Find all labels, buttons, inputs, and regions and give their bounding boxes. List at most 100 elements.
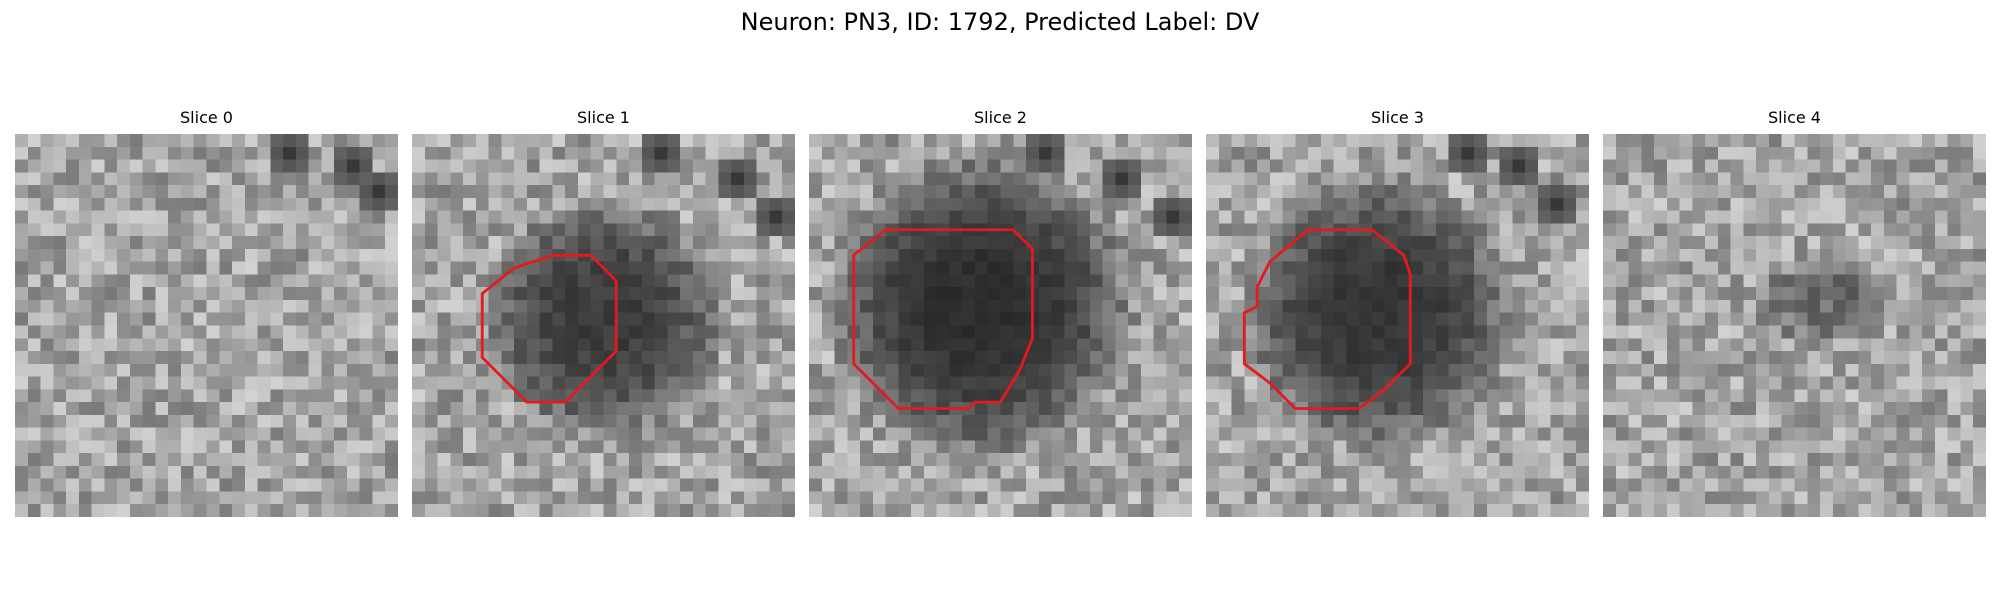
- image-pixel: [1461, 453, 1475, 467]
- image-pixel: [731, 210, 745, 224]
- image-pixel: [1064, 504, 1078, 517]
- image-pixel: [1064, 146, 1078, 160]
- image-pixel: [987, 172, 1001, 186]
- image-pixel: [1179, 223, 1192, 237]
- image-pixel: [526, 402, 540, 416]
- image-pixel: [1832, 351, 1846, 365]
- image-pixel: [1423, 261, 1437, 275]
- image-pixel: [974, 274, 988, 288]
- image-pixel: [1550, 325, 1564, 339]
- image-pixel: [1102, 159, 1116, 173]
- image-pixel: [539, 325, 553, 339]
- image-pixel: [193, 402, 207, 416]
- image-pixel: [1781, 210, 1795, 224]
- image-pixel: [987, 210, 1001, 224]
- image-pixel: [603, 236, 617, 250]
- image-pixel: [501, 197, 515, 211]
- image-pixel: [334, 491, 348, 505]
- image-pixel: [91, 414, 105, 428]
- image-pixel: [78, 299, 92, 313]
- image-pixel: [1563, 376, 1577, 390]
- image-pixel: [987, 504, 1001, 517]
- image-pixel: [1320, 325, 1334, 339]
- image-pixel: [1550, 376, 1564, 390]
- image-pixel: [1679, 389, 1693, 403]
- image-pixel: [1371, 504, 1385, 517]
- image-pixel: [974, 478, 988, 492]
- image-pixel: [1679, 146, 1693, 160]
- image-pixel: [821, 146, 835, 160]
- image-pixel: [641, 453, 655, 467]
- image-pixel: [743, 146, 757, 160]
- image-pixel: [412, 491, 426, 505]
- image-pixel: [743, 312, 757, 326]
- image-pixel: [180, 402, 194, 416]
- image-pixel: [1461, 210, 1475, 224]
- image-pixel: [1499, 248, 1513, 262]
- image-pixel: [257, 351, 271, 365]
- image-pixel: [1166, 325, 1180, 339]
- image-pixel: [308, 338, 322, 352]
- image-pixel: [1089, 414, 1103, 428]
- image-pixel: [1973, 478, 1986, 492]
- image-pixel: [385, 261, 398, 275]
- image-pixel: [1858, 236, 1872, 250]
- image-pixel: [1576, 223, 1589, 237]
- image-pixel: [155, 185, 169, 199]
- image-pixel: [283, 210, 297, 224]
- image-pixel: [1140, 465, 1154, 479]
- image-pixel: [667, 427, 681, 441]
- image-pixel: [911, 414, 925, 428]
- image-pixel: [104, 389, 118, 403]
- image-pixel: [936, 274, 950, 288]
- image-pixel: [1563, 185, 1577, 199]
- image-pixel: [91, 478, 105, 492]
- image-pixel: [680, 414, 694, 428]
- image-pixel: [577, 146, 591, 160]
- image-pixel: [1435, 146, 1449, 160]
- image-pixel: [1257, 478, 1271, 492]
- image-pixel: [552, 287, 566, 301]
- image-pixel: [1038, 210, 1052, 224]
- image-pixel: [1179, 312, 1192, 326]
- image-pixel: [1845, 440, 1859, 454]
- image-pixel: [104, 236, 118, 250]
- image-pixel: [308, 491, 322, 505]
- image-pixel: [1845, 159, 1859, 173]
- image-pixel: [692, 210, 706, 224]
- image-pixel: [244, 223, 258, 237]
- image-pixel: [847, 389, 861, 403]
- image-pixel: [424, 504, 438, 517]
- image-pixel: [1166, 338, 1180, 352]
- image-pixel: [1768, 274, 1782, 288]
- image-pixel: [257, 159, 271, 173]
- image-pixel: [974, 146, 988, 160]
- image-pixel: [1384, 491, 1398, 505]
- image-pixel: [1909, 427, 1923, 441]
- image-pixel: [283, 185, 297, 199]
- image-pixel: [40, 351, 54, 365]
- image-pixel: [66, 248, 80, 262]
- image-pixel: [1550, 274, 1564, 288]
- image-pixel: [526, 440, 540, 454]
- image-pixel: [1359, 376, 1373, 390]
- image-pixel: [155, 274, 169, 288]
- image-pixel: [450, 427, 464, 441]
- image-pixel: [424, 134, 438, 148]
- image-pixel: [1960, 376, 1974, 390]
- image-pixel: [1000, 453, 1014, 467]
- image-pixel: [809, 504, 823, 517]
- image-pixel: [1461, 287, 1475, 301]
- image-pixel: [1410, 248, 1424, 262]
- image-pixel: [1896, 248, 1910, 262]
- image-pixel: [1371, 338, 1385, 352]
- image-pixel: [463, 312, 477, 326]
- image-pixel: [206, 325, 220, 339]
- image-pixel: [1717, 261, 1731, 275]
- image-pixel: [1794, 261, 1808, 275]
- image-pixel: [1525, 236, 1539, 250]
- image-pixel: [206, 210, 220, 224]
- image-pixel: [1333, 299, 1347, 313]
- image-pixel: [1000, 261, 1014, 275]
- image-pixel: [1628, 376, 1642, 390]
